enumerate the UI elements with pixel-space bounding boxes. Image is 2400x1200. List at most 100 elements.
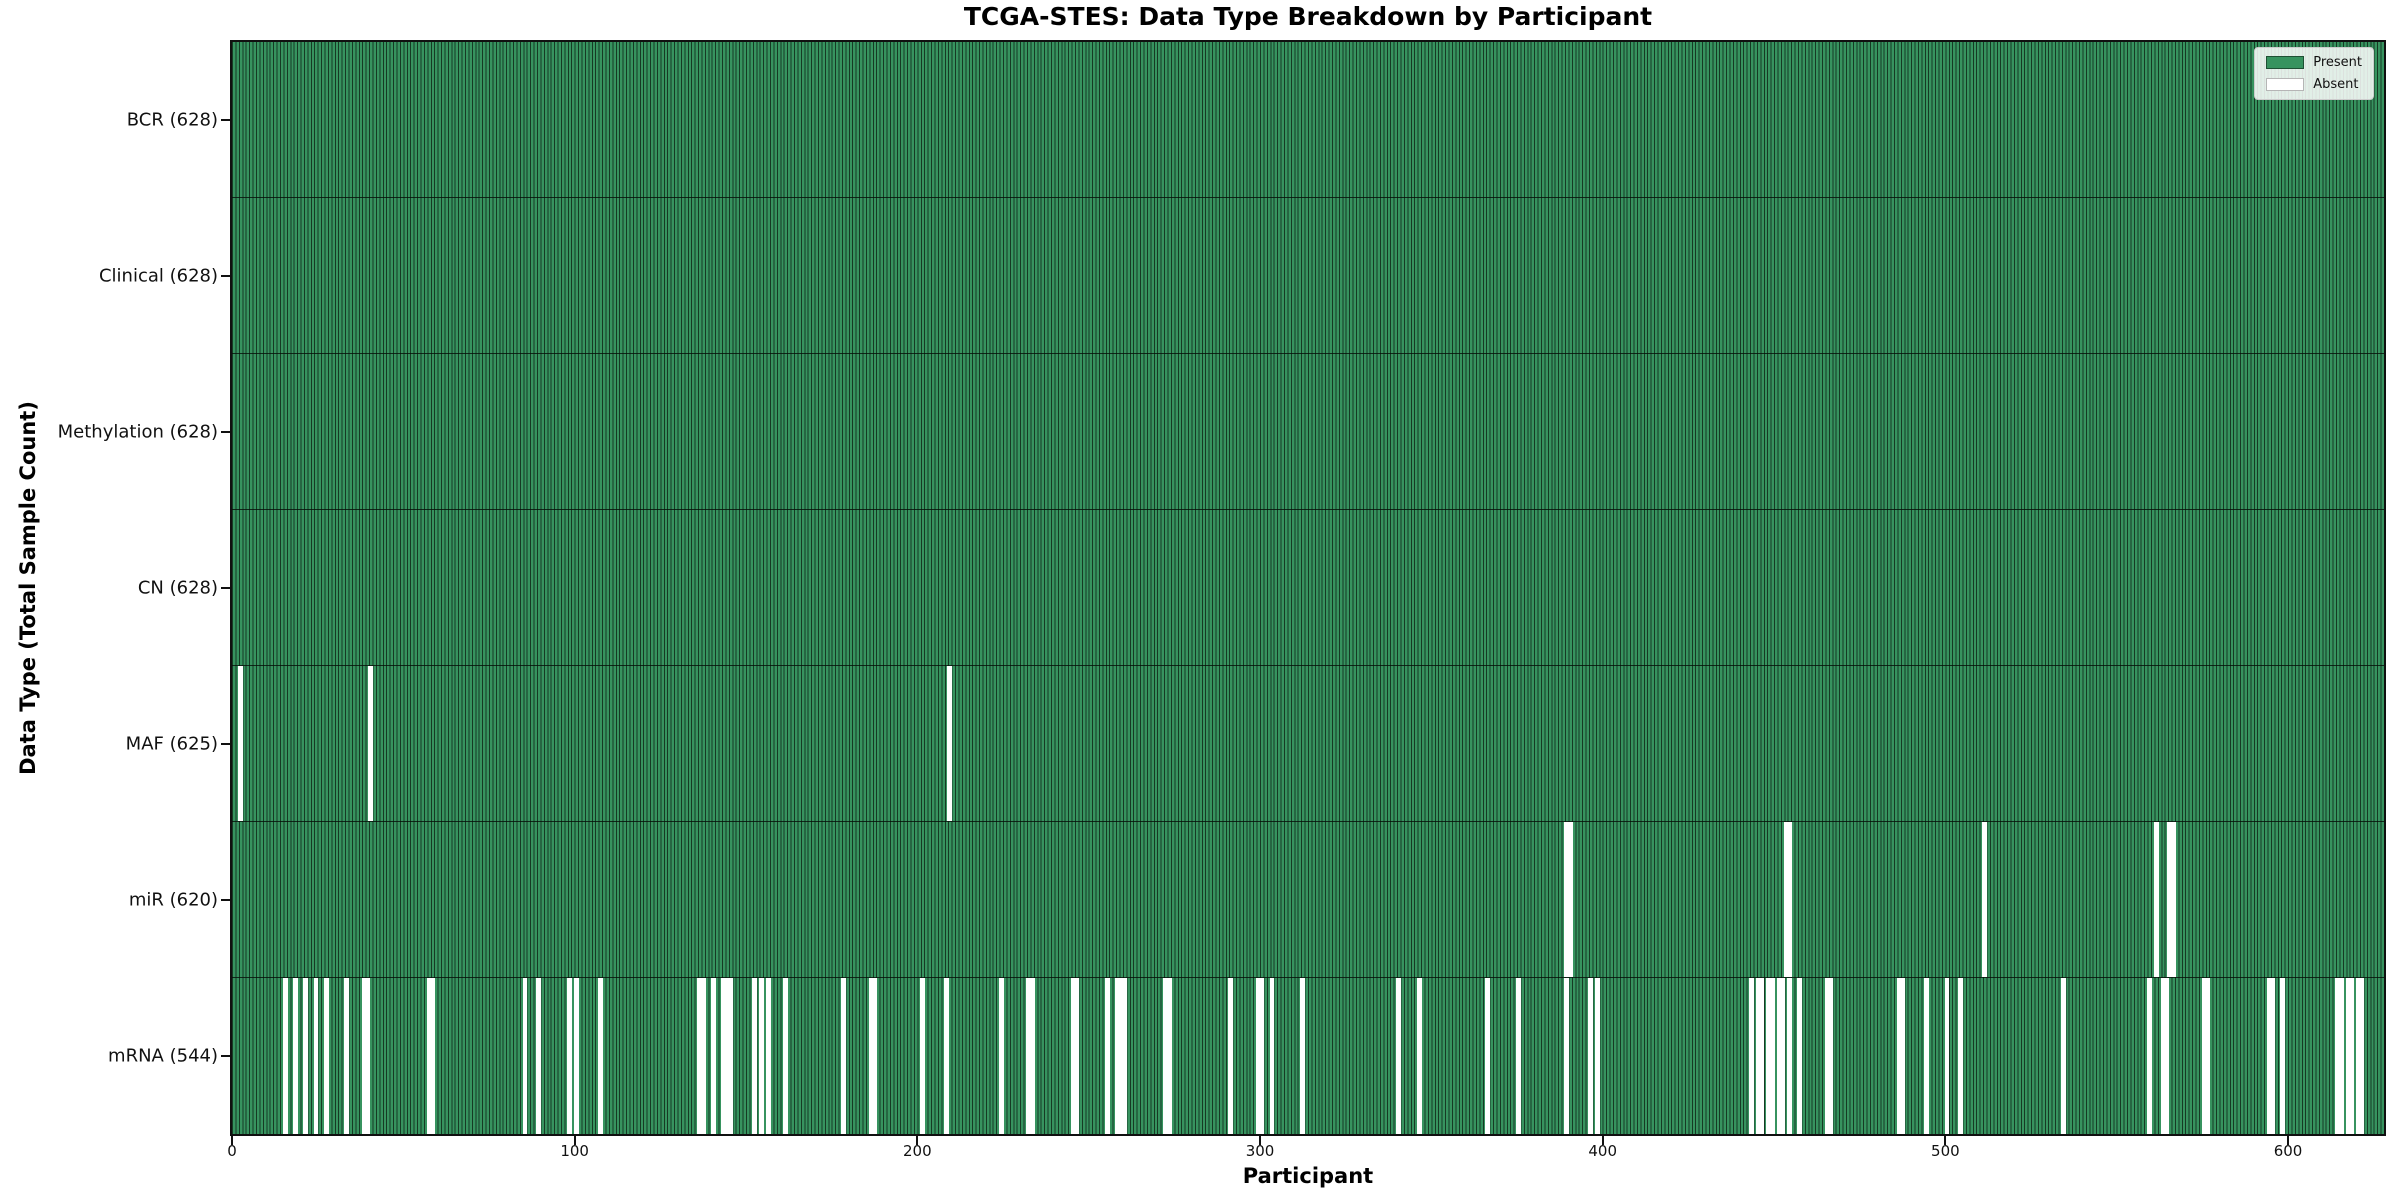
absent-mark	[697, 978, 703, 1134]
absent-mark	[920, 978, 925, 1134]
absent-mark	[721, 978, 727, 1134]
chart-title: TCGA-STES: Data Type Breakdown by Partic…	[963, 2, 1653, 31]
absent-mark	[1766, 978, 1772, 1134]
x-tick-mark	[2287, 1136, 2290, 1145]
absent-mark	[1255, 978, 1261, 1134]
absent-mark	[303, 978, 309, 1134]
absent-mark	[1396, 978, 1402, 1134]
absent-mark	[2266, 978, 2272, 1134]
absent-mark	[1029, 978, 1035, 1134]
absent-mark	[2163, 978, 2169, 1134]
absent-mark	[1070, 978, 1076, 1134]
absent-mark	[1824, 978, 1830, 1134]
legend-entry-absent: Absent	[2266, 77, 2362, 92]
absent-mark	[426, 978, 432, 1134]
absent-mark	[1982, 822, 1988, 977]
absent-mark	[700, 978, 706, 1134]
y-tick-mark	[221, 1055, 230, 1057]
absent-mark	[1564, 978, 1570, 1134]
absent-mark	[2270, 978, 2276, 1134]
present-swatch	[2266, 56, 2305, 69]
absent-mark	[430, 978, 435, 1134]
absent-mark	[361, 978, 367, 1134]
absent-mark	[841, 978, 847, 1134]
y-tick-label-Methylation: Methylation (628)	[57, 421, 218, 443]
absent-mark	[1228, 978, 1234, 1134]
absent-mark	[567, 978, 572, 1134]
row-band-Methylation	[232, 354, 2384, 510]
absent-mark	[1756, 978, 1762, 1134]
absent-mark	[872, 978, 877, 1134]
absent-mark	[1026, 978, 1032, 1134]
absent-mark	[364, 978, 370, 1134]
y-tick-label-Clinical: Clinical (628)	[98, 265, 218, 287]
absent-mark	[2153, 822, 2159, 977]
y-tick-label-MAF: MAF (625)	[125, 733, 218, 755]
row-band-BCR	[232, 42, 2384, 198]
y-tick-label-miR: miR (620)	[128, 889, 218, 911]
absent-mark	[2167, 822, 2173, 977]
absent-mark	[765, 978, 771, 1134]
x-tick-mark	[916, 1136, 919, 1145]
absent-mark	[2280, 978, 2286, 1134]
absent-mark	[292, 978, 298, 1134]
x-tick-mark	[1601, 1136, 1604, 1145]
absent-mark	[728, 978, 733, 1134]
absent-mark	[1900, 978, 1905, 1134]
absent-swatch	[2266, 78, 2305, 91]
absent-mark	[759, 978, 764, 1134]
absent-mark	[2338, 978, 2344, 1134]
absent-mark	[1516, 978, 1522, 1134]
x-tick-mark	[1944, 1136, 1947, 1145]
absent-mark	[2355, 978, 2361, 1134]
y-tick-label-mRNA: mRNA (544)	[108, 1045, 218, 1067]
x-tick-label: 400	[1588, 1142, 1617, 1160]
absent-mark	[2349, 978, 2354, 1134]
absent-mark	[1828, 978, 1833, 1134]
absent-mark	[752, 978, 757, 1134]
absent-mark	[1797, 978, 1803, 1134]
x-tick-label: 100	[560, 1142, 589, 1160]
y-tick-label-CN: CN (628)	[137, 577, 218, 599]
absent-mark	[1595, 978, 1600, 1134]
absent-mark	[947, 666, 953, 821]
absent-mark	[597, 978, 603, 1134]
legend-label: Absent	[2313, 77, 2359, 92]
absent-mark	[1115, 978, 1121, 1134]
y-tick-mark	[221, 275, 230, 277]
absent-mark	[944, 978, 949, 1134]
absent-mark	[1769, 978, 1775, 1134]
absent-mark	[1118, 978, 1124, 1134]
y-tick-mark	[221, 743, 230, 745]
absent-mark	[1300, 978, 1306, 1134]
absent-mark	[868, 978, 874, 1134]
row-band-MAF	[232, 666, 2384, 822]
absent-mark	[1163, 978, 1169, 1134]
plot-area	[232, 42, 2384, 1134]
x-tick-label: 600	[2273, 1142, 2303, 1160]
absent-mark	[1105, 978, 1110, 1134]
x-axis-title: Participant	[1242, 1164, 1374, 1188]
y-tick-label-BCR: BCR (628)	[126, 109, 218, 131]
x-tick-label: 0	[227, 1142, 237, 1160]
absent-mark	[1564, 822, 1570, 977]
absent-mark	[783, 978, 788, 1134]
absent-mark	[2146, 978, 2152, 1134]
absent-mark	[1787, 978, 1792, 1134]
absent-mark	[573, 978, 579, 1134]
x-tick-label: 300	[1245, 1142, 1275, 1160]
absent-mark	[1567, 822, 1573, 977]
absent-mark	[1166, 978, 1172, 1134]
absent-mark	[1958, 978, 1964, 1134]
absent-mark	[1783, 822, 1789, 977]
y-tick-mark	[221, 431, 230, 433]
absent-mark	[1787, 822, 1792, 977]
absent-mark	[1749, 978, 1755, 1134]
absent-mark	[1485, 978, 1491, 1134]
x-tick-mark	[1259, 1136, 1262, 1145]
absent-mark	[1122, 978, 1128, 1134]
absent-mark	[313, 978, 319, 1134]
absent-mark	[1776, 978, 1782, 1134]
absent-mark	[2335, 978, 2341, 1134]
